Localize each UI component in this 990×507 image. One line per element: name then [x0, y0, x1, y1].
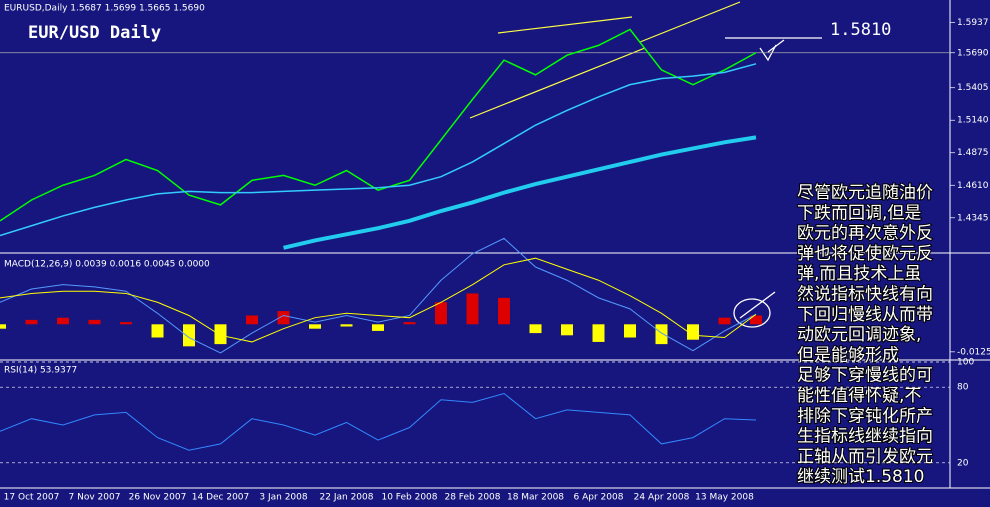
note-line: 但是能够形成: [797, 345, 899, 365]
note-line: 尽管欧元追随油价: [797, 183, 933, 203]
series-line: [0, 237, 757, 354]
x-tick-label: 3 Jan 2008: [259, 493, 307, 503]
note-line: 动欧元回调迹象,: [797, 325, 921, 345]
histogram-bar: [183, 324, 195, 347]
histogram-bar: [214, 324, 227, 345]
histogram-bar: [340, 324, 353, 327]
histogram-bar: [624, 324, 636, 338]
histogram-bar: [25, 319, 38, 325]
histogram-bar: [655, 324, 668, 345]
histogram-bar: [120, 322, 132, 325]
histogram-bar: [277, 311, 290, 325]
note-line: 足够下穿慢线的可: [797, 365, 933, 386]
x-tick-label: 18 Mar 2008: [507, 493, 564, 503]
note-line: 下跌而回调,但是: [797, 203, 921, 223]
note-line: 能性值得怀疑,不: [797, 386, 921, 406]
y-tick-label: 1.4875: [957, 148, 989, 158]
histogram-bar: [372, 324, 384, 331]
x-tick-label: 24 Apr 2008: [634, 493, 690, 503]
x-tick-label: 10 Feb 2008: [381, 493, 437, 503]
y-tick-label: 100: [957, 358, 974, 368]
x-tick-label: 13 May 2008: [695, 493, 754, 503]
y-tick-label: 1.5405: [957, 83, 989, 93]
panel-header: MACD(12,26,9) 0.0039 0.0016 0.0045 0.000…: [4, 260, 210, 270]
series-line: [283, 135, 757, 250]
y-tick-label: 1.5937: [957, 18, 989, 28]
histogram-bar: [561, 324, 573, 336]
note-line: 排除下穿钝化所产: [797, 406, 933, 426]
histogram-bar: [0, 324, 6, 329]
series-line: [0, 63, 757, 237]
x-tick-label: 28 Feb 2008: [444, 493, 500, 503]
annotation: 1.5810: [830, 20, 891, 40]
histogram-bar: [498, 297, 510, 325]
x-tick-label: 7 Nov 2007: [69, 493, 121, 503]
histogram-bar: [151, 324, 164, 338]
histogram-bar: [88, 319, 101, 325]
y-tick-label: 1.4345: [957, 213, 989, 223]
y-tick-label: 1.4610: [957, 181, 989, 191]
x-tick-label: 14 Dec 2007: [192, 493, 250, 503]
panel-header: RSI(14) 53.9377: [4, 366, 77, 376]
histogram-bar: [466, 293, 479, 325]
note-line: 正轴从而引发欧元: [797, 447, 933, 467]
note-line: 欧元的再次意外反: [797, 224, 933, 244]
histogram-bar: [435, 302, 447, 325]
chart-title: EUR/USD Daily: [28, 23, 161, 43]
histogram-bar: [592, 324, 605, 342]
note-line: 然说指标快线有向: [797, 285, 933, 305]
panel-header: EURUSD,Daily 1.5687 1.5699 1.5665 1.5690: [4, 4, 205, 14]
y-tick-label: 1.5690: [957, 48, 989, 58]
frame: [0, 0, 990, 489]
series-line: [0, 257, 757, 343]
note-line: 生指标线继续指向: [797, 427, 933, 447]
x-tick-label: 17 Oct 2007: [4, 493, 60, 503]
x-tick-label: 26 Nov 2007: [129, 493, 187, 503]
x-tick-label: 6 Apr 2008: [574, 493, 624, 503]
histogram-bar: [750, 315, 762, 325]
histogram-bar: [529, 324, 542, 334]
series-line: [0, 28, 757, 222]
note-line: 下回归慢线从而带: [797, 304, 933, 325]
histogram-bar: [718, 317, 731, 325]
histogram-bar: [246, 315, 258, 325]
y-tick-label: 80: [957, 383, 969, 393]
histogram-bar: [57, 317, 69, 325]
y-tick-label: -0.0125: [957, 347, 990, 357]
histogram-bar: [309, 324, 321, 329]
y-tick-label: 1.5140: [957, 116, 989, 126]
note-line: 继续测试1.5810: [797, 467, 924, 487]
trend-lines: [469, 1, 741, 119]
x-tick-label: 22 Jan 2008: [320, 493, 374, 503]
note-line: 弹,而且技术上虽: [797, 264, 921, 284]
y-tick-label: 20: [957, 458, 969, 468]
drawn-marks: [725, 37, 822, 328]
histogram-bar: [403, 322, 416, 325]
series-line: [0, 392, 757, 451]
note-line: 弹也将促使欧元反: [797, 243, 933, 264]
